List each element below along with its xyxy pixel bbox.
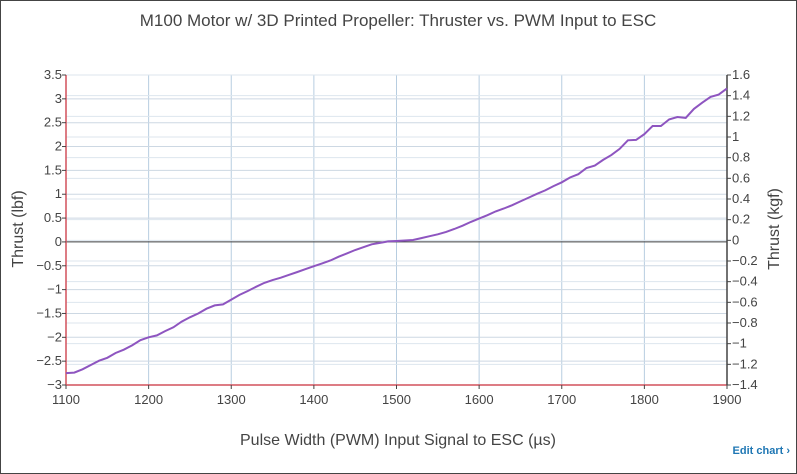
y-tick-label: −2.5: [36, 353, 62, 368]
y2-tick-label: −0.2: [732, 253, 758, 268]
series-line-thrust: [65, 87, 728, 375]
y-axis-label-left: Thrust (lbf): [10, 190, 27, 267]
y-tick-label: 3.5: [44, 67, 62, 82]
chart-title: M100 Motor w/ 3D Printed Propeller: Thru…: [140, 11, 656, 30]
y2-tick-label: 0.2: [732, 212, 750, 227]
x-tick-label: 1100: [52, 392, 80, 407]
y-tick-label: 2: [55, 139, 62, 154]
y2-tick-label: −0.4: [732, 274, 758, 289]
y2-tick-label: −1.2: [732, 356, 758, 371]
x-tick-label: 1600: [465, 392, 494, 407]
y-tick-label: −2: [47, 329, 62, 344]
x-tick-label: 1800: [630, 392, 659, 407]
x-tick-label: 1900: [713, 392, 742, 407]
y2-tick-label: 1: [732, 129, 739, 144]
y-tick-label: 1: [55, 186, 62, 201]
y2-tick-label: −0.6: [732, 294, 758, 309]
y2-tick-label: −1: [732, 336, 747, 351]
y-tick-label: −3: [47, 377, 62, 392]
y2-tick-label: 0.6: [732, 170, 750, 185]
y-tick-label: −1: [47, 282, 62, 297]
x-tick-label: 1300: [217, 392, 246, 407]
y2-tick-label: 1.2: [732, 108, 750, 123]
tick-labels: 3.5 3 2.5 2 1.5 1 0.5 0 −0.5 −1 −1.5 −2 −2.5 −3 1.6 1.4…: [36, 67, 757, 407]
x-axis-label: Pulse Width (PWM) Input Signal to ESC (µ…: [240, 432, 556, 449]
x-tick-label: 1700: [547, 392, 576, 407]
y-tick-label: 1.5: [44, 162, 62, 177]
y2-tick-label: 0.8: [732, 150, 750, 165]
y-tick-label: −0.5: [36, 258, 62, 273]
y-tick-label: 0.5: [44, 210, 62, 225]
y-tick-label: 0: [55, 234, 62, 249]
edit-chart-link[interactable]: Edit chart ›: [732, 445, 790, 457]
x-tick-label: 1200: [134, 392, 163, 407]
y2-tick-label: 0: [732, 232, 739, 247]
y2-tick-label: 1.6: [732, 67, 750, 82]
y-axis-label-right: Thrust (kgf): [766, 188, 783, 270]
axes: [62, 74, 731, 389]
x-tick-label: 1400: [299, 392, 328, 407]
x-tick-label: 1500: [382, 392, 411, 407]
grid: [65, 74, 728, 386]
y2-tick-label: −1.4: [732, 377, 758, 392]
y2-tick-label: −0.8: [732, 315, 758, 330]
y-tick-label: −1.5: [36, 305, 62, 320]
y2-tick-label: 0.4: [732, 191, 750, 206]
y-tick-label: 3: [55, 91, 62, 106]
y2-tick-label: 1.4: [732, 88, 750, 103]
y-tick-label: 2.5: [44, 115, 62, 130]
